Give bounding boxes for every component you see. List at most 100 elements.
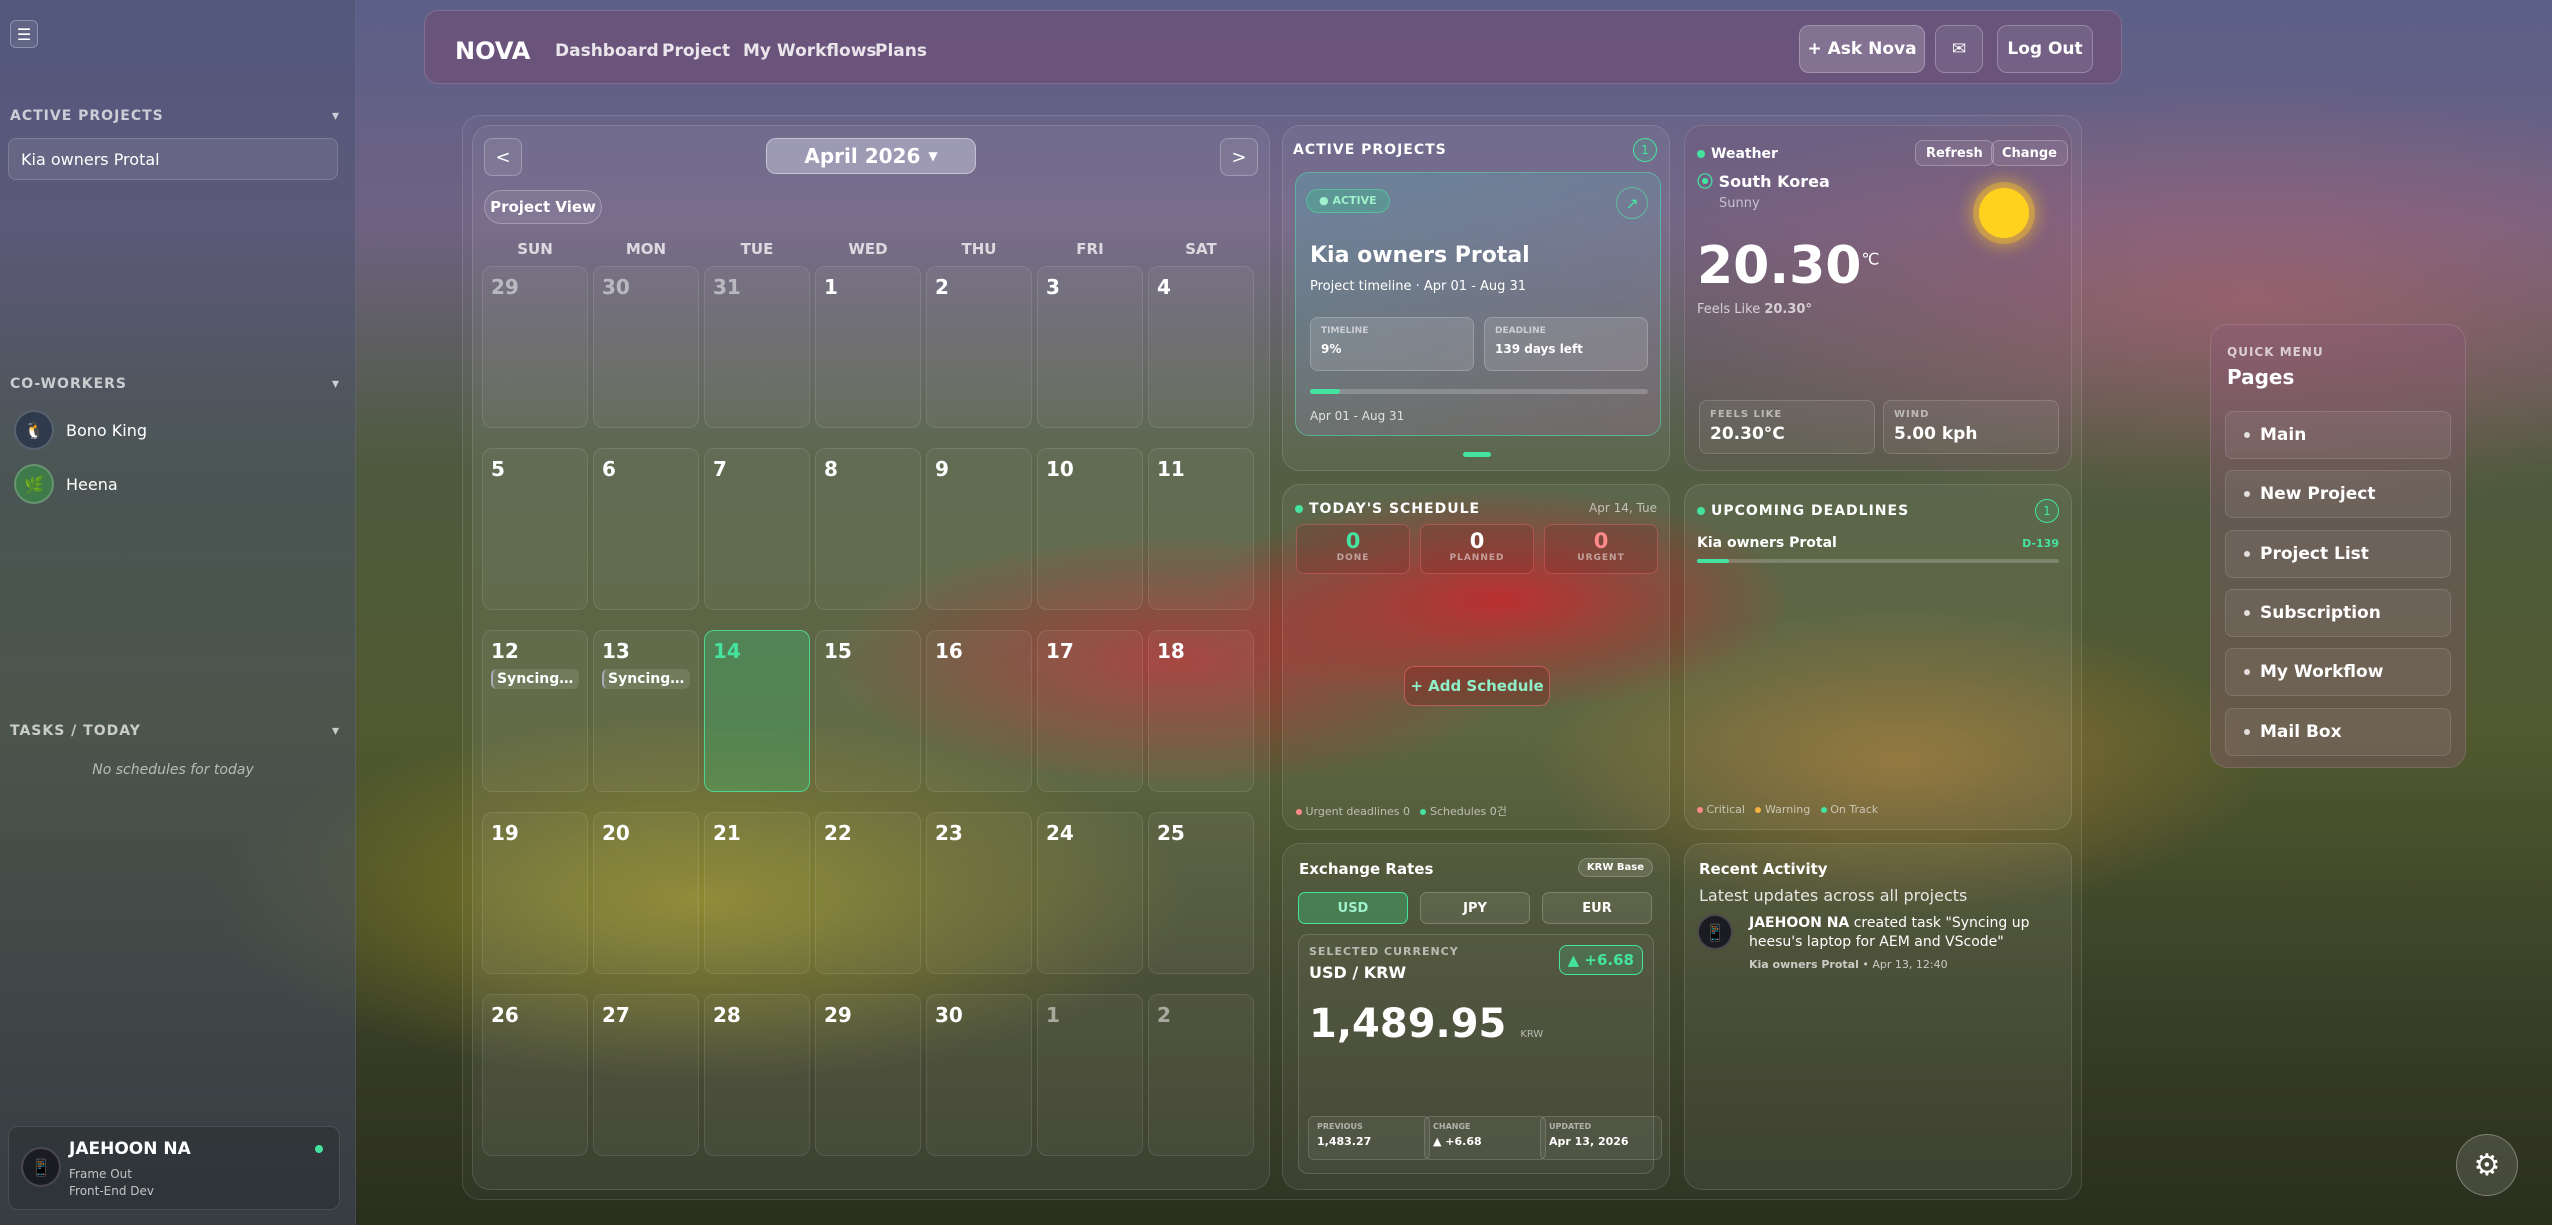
calendar-day-cell[interactable]: 3 <box>1037 266 1143 428</box>
calendar-day-cell[interactable]: 21 <box>704 812 810 974</box>
calendar-day-cell[interactable]: 29 <box>482 266 588 428</box>
day-number: 2 <box>935 275 949 299</box>
tab-eur[interactable]: EUR <box>1542 892 1652 924</box>
calendar-day-cell[interactable]: 14 <box>704 630 810 792</box>
project-view-button[interactable]: Project View <box>484 190 602 224</box>
quick-menu-item-main[interactable]: Main <box>2225 411 2451 459</box>
change-badge: ▲ +6.68 <box>1558 945 1643 975</box>
quick-menu-item-my-workflow[interactable]: My Workflow <box>2225 648 2451 696</box>
coworker-item[interactable]: 🐧 Bono King <box>14 410 147 450</box>
refresh-button[interactable]: Refresh <box>1915 140 1994 166</box>
calendar-day-cell[interactable]: 28 <box>704 994 810 1156</box>
day-number: 13 <box>602 639 630 663</box>
tab-usd[interactable]: USD <box>1298 892 1408 924</box>
calendar-day-cell[interactable]: 24 <box>1037 812 1143 974</box>
calendar-day-cell[interactable]: 23 <box>926 812 1032 974</box>
calendar-day-cell[interactable]: 6 <box>593 448 699 610</box>
location-pin-icon: ⦿ <box>1697 172 1719 191</box>
calendar-day-cell[interactable]: 1 <box>1037 994 1143 1156</box>
change-location-button[interactable]: Change <box>1991 140 2068 166</box>
carousel-indicator[interactable] <box>1463 452 1491 457</box>
on-track-dot <box>1820 807 1827 813</box>
calendar-day-cell[interactable]: 30 <box>926 994 1032 1156</box>
month-selector[interactable]: April 2026 ▼ <box>766 138 976 174</box>
avatar: 🌿 <box>14 464 54 504</box>
avatar: 📱 <box>1697 914 1733 950</box>
calendar-event[interactable]: Syncing u… <box>491 669 579 689</box>
calendar-day-cell[interactable]: 12 Syncing u… <box>482 630 588 792</box>
menu-toggle-icon[interactable]: ☰ <box>10 20 38 48</box>
calendar-day-cell[interactable]: 4 <box>1148 266 1254 428</box>
nav-my-workflows[interactable]: My Workflows <box>743 41 877 61</box>
calendar-day-cell[interactable]: 7 <box>704 448 810 610</box>
calendar-day-cell[interactable]: 10 <box>1037 448 1143 610</box>
next-month-button[interactable]: > <box>1220 138 1258 176</box>
ask-nova-button[interactable]: + Ask Nova <box>1799 25 1925 73</box>
calendar-day-cell[interactable]: 1 <box>815 266 921 428</box>
calendar-day-cell[interactable]: 5 <box>482 448 588 610</box>
calendar-day-cell[interactable]: 16 <box>926 630 1032 792</box>
open-project-icon[interactable]: ↗ <box>1616 187 1648 219</box>
updated-box: UPDATED Apr 13, 2026 <box>1540 1116 1662 1160</box>
prev-month-button[interactable]: < <box>484 138 522 176</box>
active-projects-header[interactable]: ACTIVE PROJECTS ▾ <box>10 108 340 124</box>
coworkers-header[interactable]: CO-WORKERS ▾ <box>10 376 340 392</box>
calendar-day-cell[interactable]: 30 <box>593 266 699 428</box>
mail-icon[interactable]: ✉ <box>1935 25 1983 73</box>
calendar-day-cell[interactable]: 29 <box>815 994 921 1156</box>
panel-title: Exchange Rates <box>1299 860 1434 878</box>
calendar-day-cell[interactable]: 15 <box>815 630 921 792</box>
quick-menu-item-project-list[interactable]: Project List <box>2225 530 2451 578</box>
calendar-day-cell[interactable]: 9 <box>926 448 1032 610</box>
calendar-event[interactable]: Syncing u… <box>602 669 690 689</box>
calendar-day-cell[interactable]: 20 <box>593 812 699 974</box>
calendar-day-cell[interactable]: 19 <box>482 812 588 974</box>
tab-jpy[interactable]: JPY <box>1420 892 1530 924</box>
deadlines-panel: UPCOMING DEADLINES 1 Kia owners Protal D… <box>1684 484 2072 830</box>
calendar-day-cell[interactable]: 22 <box>815 812 921 974</box>
no-schedules-text: No schedules for today <box>92 762 254 778</box>
calendar-day-cell[interactable]: 13 Syncing u… <box>593 630 699 792</box>
quick-menu-item-subscription[interactable]: Subscription <box>2225 589 2451 637</box>
deadline-box: DEADLINE 139 days left <box>1484 317 1648 371</box>
deadline-project[interactable]: Kia owners Protal <box>1697 535 1837 551</box>
calendar-day-cell[interactable]: 25 <box>1148 812 1254 974</box>
add-schedule-button[interactable]: + Add Schedule <box>1404 666 1550 706</box>
day-number: 1 <box>1046 1003 1060 1027</box>
calendar-day-cell[interactable]: 26 <box>482 994 588 1156</box>
user-card[interactable]: 📱 JAEHOON NA Frame Out Front-End Dev <box>8 1126 340 1210</box>
quick-menu-item-new-project[interactable]: New Project <box>2225 470 2451 518</box>
day-number: 18 <box>1157 639 1185 663</box>
sun-icon <box>1979 188 2029 238</box>
logo[interactable]: NOVA <box>455 37 531 65</box>
currency-pair: USD / KRW <box>1309 963 1407 982</box>
day-number: 31 <box>713 275 741 299</box>
calendar-day-cell[interactable]: 18 <box>1148 630 1254 792</box>
deadline-progress <box>1697 559 2059 563</box>
coworker-item[interactable]: 🌿 Heena <box>14 464 118 504</box>
calendar-day-cell[interactable]: 27 <box>593 994 699 1156</box>
calendar-day-cell[interactable]: 2 <box>1148 994 1254 1156</box>
sidebar-project-item[interactable]: Kia owners Protal <box>8 138 338 180</box>
nav-dashboard[interactable]: Dashboard <box>555 41 659 61</box>
project-card[interactable]: ● ACTIVE ↗ Kia owners Protal Project tim… <box>1295 172 1661 436</box>
quick-menu-item-mail-box[interactable]: Mail Box <box>2225 708 2451 756</box>
nav-plans[interactable]: Plans <box>875 41 927 61</box>
calendar-day-cell[interactable]: 2 <box>926 266 1032 428</box>
calendar-day-cell[interactable]: 17 <box>1037 630 1143 792</box>
calendar-day-cell[interactable]: 8 <box>815 448 921 610</box>
user-name: JAEHOON NA <box>69 1139 191 1159</box>
calendar-day-cell[interactable]: 11 <box>1148 448 1254 610</box>
chevron-down-icon: ▾ <box>331 723 340 739</box>
weekday-label: SUN <box>517 240 553 258</box>
tasks-header[interactable]: TASKS / TODAY ▾ <box>10 723 340 739</box>
count-badge: 1 <box>1633 138 1657 162</box>
dashboard-panel <box>462 115 2082 1200</box>
online-status-dot <box>315 1145 323 1153</box>
gear-icon[interactable]: ⚙ <box>2456 1134 2518 1196</box>
logout-button[interactable]: Log Out <box>1997 25 2093 73</box>
calendar-day-cell[interactable]: 31 <box>704 266 810 428</box>
done-count: 0 DONE <box>1296 524 1410 574</box>
panel-title: Recent Activity <box>1699 860 1828 878</box>
nav-project[interactable]: Project <box>662 41 731 61</box>
